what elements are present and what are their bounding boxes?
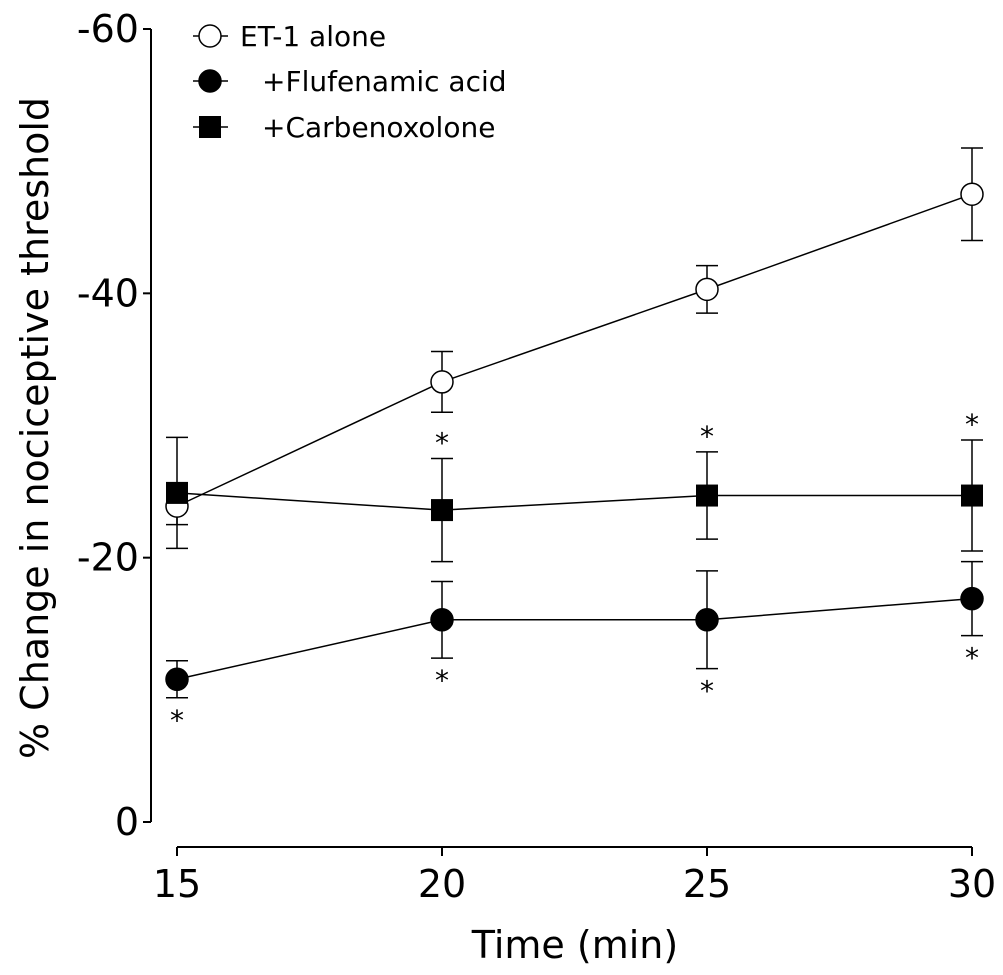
series-line-carbenoxolone — [176, 492, 972, 511]
y-tick-label: -60 — [77, 7, 139, 51]
data-point-flufenamic-acid — [960, 586, 984, 611]
significance-star: * — [700, 420, 714, 453]
x-tick-label: 25 — [683, 862, 731, 906]
legend-item-et-1-alone: ET-1 alone — [193, 20, 386, 53]
legend: ET-1 alone +Flufenamic acid +Carbenoxolone — [193, 20, 507, 144]
significance-star: * — [965, 642, 979, 675]
y-tick-label: 0 — [115, 800, 139, 844]
data-points — [165, 182, 984, 692]
significance-star: * — [170, 704, 184, 737]
x-axis-title: Time (min) — [471, 923, 678, 967]
y-axis-title: % Change in nociceptive threshold — [13, 97, 57, 759]
y-tick-label: -20 — [77, 536, 139, 580]
data-point-carbenoxolone — [696, 484, 718, 507]
legend-item-flufenamic-acid: +Flufenamic acid — [193, 65, 507, 98]
legend-marker — [198, 24, 222, 48]
x-ticks: 15 20 25 30 — [153, 847, 996, 906]
data-point-carbenoxolone — [166, 481, 188, 504]
data-point-et-1-alone — [960, 182, 984, 206]
y-tick-label: -40 — [77, 271, 139, 315]
series-line-flufenamic-acid — [176, 597, 973, 680]
legend-marker — [199, 116, 221, 138]
legend-label: ET-1 alone — [240, 20, 386, 53]
legend-item-carbenoxolone: +Carbenoxolone — [193, 111, 495, 144]
significance-star: * — [700, 675, 714, 708]
series-line-et-1-alone — [176, 193, 973, 507]
data-point-carbenoxolone — [961, 484, 983, 507]
error-bars — [166, 147, 983, 699]
y-ticks: 0 -20 -40 -60 — [77, 7, 151, 844]
significance-star: * — [435, 664, 449, 697]
series-lines — [176, 193, 973, 680]
data-point-carbenoxolone — [431, 499, 453, 522]
x-tick-label: 15 — [153, 862, 201, 906]
x-tick-label: 30 — [948, 862, 996, 906]
significance-markers: * * * * * * * — [170, 408, 979, 737]
x-tick-label: 20 — [418, 862, 466, 906]
axes — [150, 29, 972, 848]
legend-marker — [198, 69, 222, 93]
data-point-et-1-alone — [695, 277, 719, 302]
data-point-flufenamic-acid — [430, 608, 454, 632]
data-point-flufenamic-acid — [695, 608, 719, 632]
plot-area: * * * * * * * — [165, 147, 984, 737]
data-point-flufenamic-acid — [165, 667, 189, 692]
significance-star: * — [965, 408, 979, 441]
legend-label: +Carbenoxolone — [262, 111, 495, 144]
data-point-et-1-alone — [430, 370, 454, 394]
significance-star: * — [435, 427, 449, 460]
legend-label: +Flufenamic acid — [262, 65, 507, 98]
